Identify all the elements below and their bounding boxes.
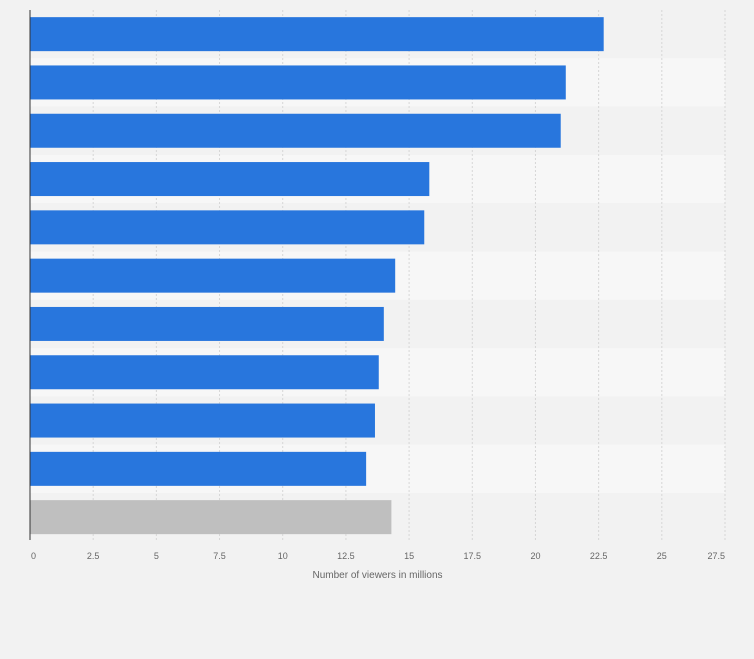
x-tick-label: 7.5 xyxy=(213,551,226,561)
bars xyxy=(30,17,604,535)
x-tick-label: 27.5 xyxy=(707,551,725,561)
bar xyxy=(30,113,561,148)
x-tick-label: 22.5 xyxy=(590,551,608,561)
x-tick-label: 25 xyxy=(657,551,667,561)
bar xyxy=(30,500,392,535)
x-axis-title: Number of viewers in millions xyxy=(312,570,442,581)
bar xyxy=(30,162,430,197)
bar xyxy=(30,306,384,341)
x-axis-ticks: 0 2.5 5 7.5 10 12.5 15 17.5 20 22.5 25 27.5 xyxy=(31,551,725,561)
x-tick-label: 2.5 xyxy=(87,551,100,561)
x-tick-label: 12.5 xyxy=(337,551,355,561)
x-tick-label: 0 xyxy=(31,551,36,561)
bar xyxy=(30,403,375,438)
x-tick-label: 10 xyxy=(278,551,288,561)
bar xyxy=(30,65,566,100)
x-tick-label: 20 xyxy=(530,551,540,561)
x-tick-label: 5 xyxy=(154,551,159,561)
bar xyxy=(30,17,604,52)
x-tick-label: 15 xyxy=(404,551,414,561)
bar xyxy=(30,355,379,390)
bar xyxy=(30,258,396,293)
bar xyxy=(30,210,425,245)
bar xyxy=(30,451,367,486)
x-tick-label: 17.5 xyxy=(464,551,482,561)
